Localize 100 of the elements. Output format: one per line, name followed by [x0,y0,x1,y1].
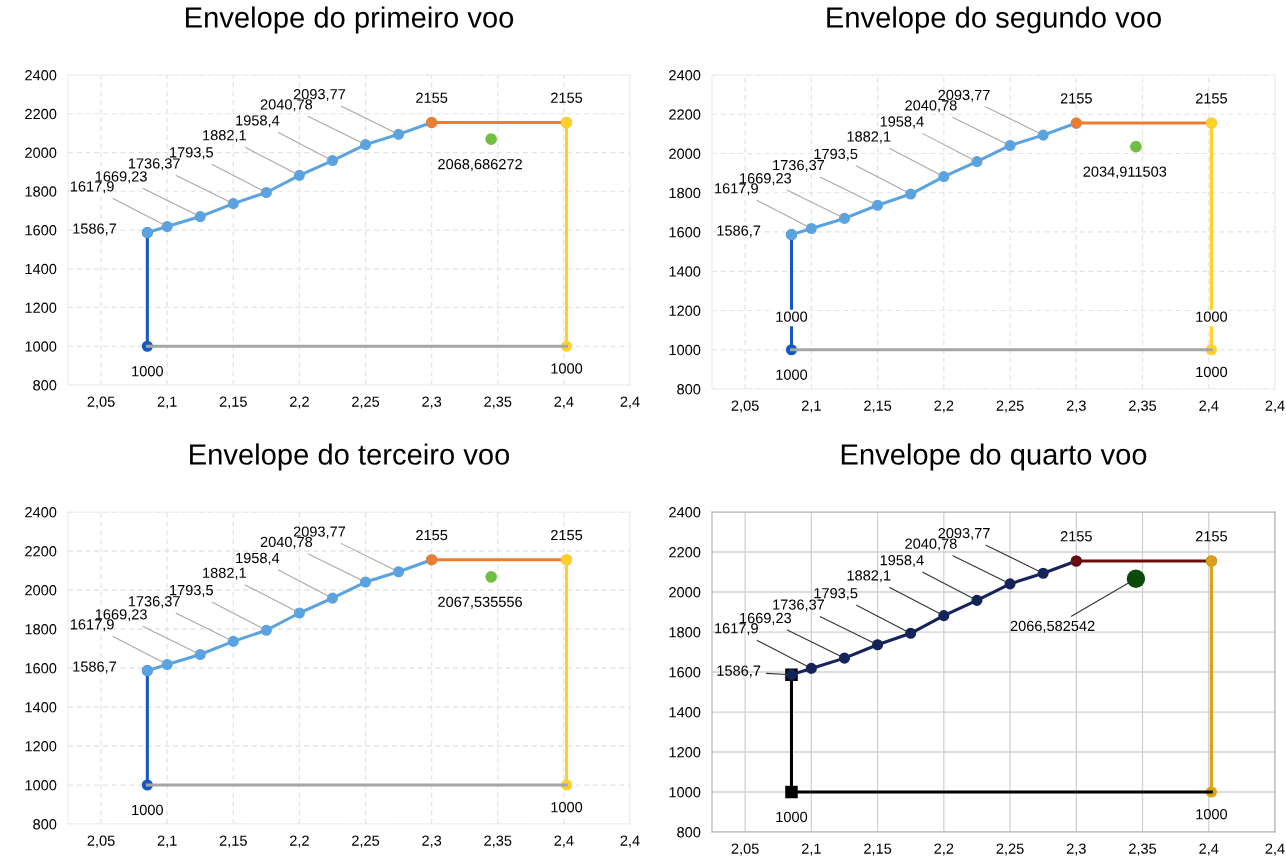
data-label: 2093,77 [293,89,346,102]
y-tick-label: 1200 [669,305,701,316]
y-tick-label: 2400 [669,507,701,518]
x-tick-label: 2,2 [290,396,309,409]
data-label: 1793,5 [814,588,858,601]
y-tick-label: 800 [677,384,701,395]
x-tick-label: 2,4 [1265,400,1285,413]
data-label: 1736,37 [773,599,825,612]
x-tick-label: 2,4 [1265,843,1285,856]
y-tick-label: 1800 [669,627,701,638]
y-tick-label: 2000 [25,147,57,158]
y-tick-label: 1400 [669,266,701,277]
y-tick-label: 2200 [25,546,57,557]
y-tick-label: 800 [33,819,57,830]
data-label: 2066,582542 [1010,620,1095,633]
x-tick-label: 2,35 [1129,843,1157,856]
x-tick-label: 2,2 [934,843,954,856]
y-tick-label: 1200 [25,741,57,752]
data-label: 1882,1 [203,567,246,580]
data-label: 1000 [132,804,163,816]
data-label: 1793,5 [814,148,858,161]
data-label: 1882,1 [847,570,891,583]
y-tick-label: 1800 [669,187,701,199]
data-label: 2040,78 [905,538,957,551]
data-label: 2093,77 [938,527,990,540]
x-tick-label: 2,25 [996,400,1024,413]
x-tick-label: 2,15 [219,396,247,409]
data-label: 1000 [551,802,583,813]
y-tick-label: 2000 [25,585,57,596]
y-tick-label: 1600 [669,227,701,238]
y-tick-label: 2200 [25,108,57,120]
y-tick-label: 1600 [25,663,57,674]
y-tick-label: 800 [33,380,57,391]
data-label: 1617,9 [70,181,114,194]
y-tick-label: 1200 [25,302,57,313]
data-label: 1000 [1196,366,1228,378]
y-tick-label: 1000 [669,344,701,356]
x-tick-label: 2,25 [352,396,380,409]
data-label: 2068,686272 [438,159,522,172]
data-label: 1586,7 [73,223,117,236]
data-label: 1793,5 [170,147,213,160]
x-tick-label: 2,4 [554,396,574,409]
y-tick-label: 1000 [669,787,701,798]
y-tick-label: 1000 [25,780,57,791]
x-tick-label: 2,1 [157,835,177,848]
y-tick-label: 2000 [669,148,701,159]
y-tick-label: 1400 [669,707,701,718]
x-tick-label: 2,4 [554,835,574,848]
y-tick-label: 2200 [669,547,701,558]
x-tick-label: 2,3 [1066,843,1086,856]
x-tick-label: 2,4 [1199,843,1219,856]
y-tick-label: 1200 [669,747,701,758]
y-tick-label: 2000 [669,587,701,598]
x-tick-label: 2,4 [620,396,640,409]
y-tick-label: 1000 [25,341,57,352]
data-label: 1617,9 [715,623,758,636]
y-tick-label: 1800 [25,624,57,635]
data-label: 2067,535556 [438,596,522,609]
chart-title: Envelope do segundo voo [827,6,1161,34]
x-tick-label: 2,1 [801,400,821,413]
data-label: 2155 [551,92,583,103]
data-label: 1793,5 [170,584,213,598]
data-label: 2155 [1060,531,1092,542]
data-label: 1000 [1196,311,1228,322]
x-tick-label: 2,15 [864,843,892,856]
y-tick-label: 1400 [25,263,57,275]
x-tick-label: 2,05 [731,400,759,413]
x-tick-label: 2,05 [87,396,115,409]
data-label: 1586,7 [717,665,761,678]
data-label: 1000 [132,366,163,377]
y-tick-label: 2400 [669,70,701,81]
y-tick-label: 2200 [669,109,701,120]
data-label: 1736,37 [128,596,180,609]
data-label: 1617,9 [70,619,114,632]
data-label: 2155 [1060,93,1092,104]
data-label: 2155 [1195,93,1228,104]
x-tick-label: 2,2 [290,835,309,848]
data-label: 2155 [416,92,448,103]
x-tick-label: 2,35 [1129,400,1157,413]
y-tick-label: 1800 [25,186,57,197]
data-label: 1000 [1196,809,1228,820]
data-label: 2040,78 [260,99,313,112]
data-label: 1000 [776,811,808,823]
data-label: 1586,7 [73,661,117,674]
chart-title: Envelope do primeiro voo [186,6,514,34]
x-tick-label: 2,3 [422,835,442,848]
y-tick-label: 2400 [25,70,57,81]
y-tick-label: 1400 [25,702,57,713]
data-label: 2155 [551,529,583,541]
data-label: 1669,23 [740,612,792,625]
data-label: 1958,4 [880,116,924,129]
x-tick-label: 2,35 [484,835,512,848]
x-tick-label: 2,1 [801,843,821,856]
data-label: 2155 [416,529,448,541]
x-tick-label: 2,15 [864,400,892,413]
x-tick-label: 2,05 [731,843,759,856]
data-label: 1736,37 [773,159,825,172]
data-label: 1000 [551,363,583,374]
data-label: 1586,7 [717,225,761,238]
y-tick-label: 1600 [669,667,701,678]
